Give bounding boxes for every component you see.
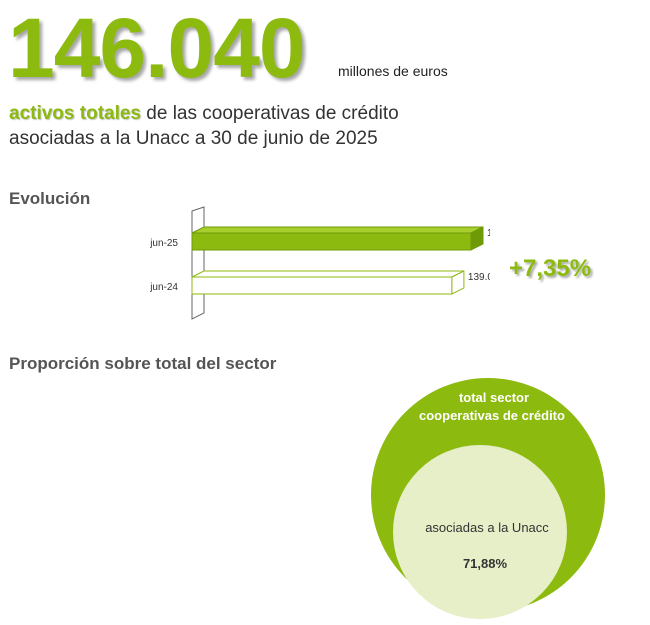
outer-label-line1: total sector [459,390,529,405]
bar-side-jun-24 [451,270,465,295]
evolution-bar-chart: jun-25 149.253 jun-24 139.036 [149,206,490,320]
category-label-jun-24: jun-24 [149,282,178,293]
subtitle-line2: asociadas a la Unacc a 30 de junio de 20… [9,128,378,149]
headline-unit: millones de euros [338,63,448,79]
evolution-heading: Evolución [9,189,91,208]
headline-value: 146.040 [8,1,306,95]
subtitle-rest: de las cooperativas de crédito [141,103,399,124]
bar-side-jun-25 [470,226,484,251]
proportion-circle-chart: total sector cooperativas de crédito aso… [371,378,605,619]
value-label-jun-25: 149.253 [487,228,490,239]
inner-label: asociadas a la Unacc [425,520,549,535]
subtitle: activos totales de las cooperativas de c… [9,101,529,151]
outer-label-line2: cooperativas de crédito [419,408,565,423]
inner-value: 71,88% [463,556,508,571]
value-label-jun-24: 139.036 [468,272,490,283]
proportion-heading: Proporción sobre total del sector [9,354,277,373]
inner-circle-unacc [393,445,567,619]
bar-jun-24 [191,276,453,295]
subtitle-highlight: activos totales [9,103,141,124]
bar-jun-25 [191,232,472,251]
category-label-jun-25: jun-25 [149,238,178,249]
bar-top-jun-24 [191,270,465,278]
bar-top-jun-25 [191,226,484,234]
axis-wall [191,206,205,320]
growth-percentage: +7,35% [509,255,592,282]
